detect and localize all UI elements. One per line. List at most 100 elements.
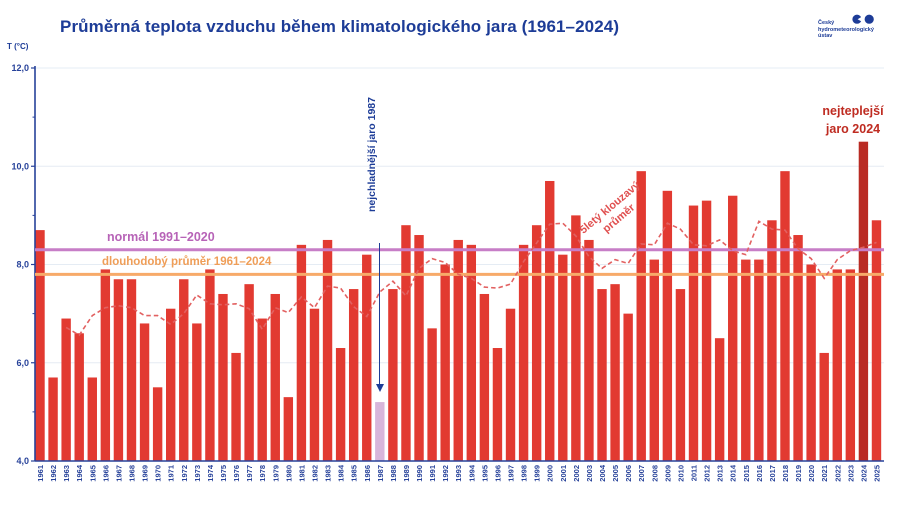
bar-1965: [87, 377, 97, 461]
svg-text:2007: 2007: [637, 465, 646, 482]
svg-text:2014: 2014: [729, 464, 738, 482]
svg-text:2012: 2012: [703, 465, 712, 482]
bar-1973: [192, 323, 202, 461]
bar-1968: [126, 279, 137, 461]
bar-1983: [322, 239, 333, 461]
coldest-spring-arrow-head: [376, 384, 384, 392]
page-title: Průměrná teplota vzduchu během klimatolo…: [60, 17, 620, 36]
svg-text:1995: 1995: [480, 465, 489, 482]
warmest-spring-annotation-line1: nejteplejší: [822, 104, 884, 118]
svg-text:6,0: 6,0: [16, 358, 29, 368]
svg-text:1980: 1980: [284, 465, 293, 482]
bar-1997: [505, 308, 516, 461]
svg-text:1968: 1968: [127, 465, 136, 482]
svg-text:1990: 1990: [415, 465, 424, 482]
bar-1990: [414, 235, 424, 461]
year-bars: [35, 141, 882, 462]
svg-text:2002: 2002: [572, 465, 581, 482]
svg-text:1970: 1970: [154, 465, 163, 482]
bar-1976: [231, 352, 241, 461]
bar-1971: [166, 308, 176, 461]
svg-text:1996: 1996: [493, 465, 502, 482]
bar-2018: [780, 171, 790, 461]
svg-text:1998: 1998: [520, 465, 529, 482]
svg-text:1997: 1997: [507, 465, 516, 482]
bar-2009: [662, 190, 673, 461]
bar-1966: [100, 269, 111, 461]
svg-text:1979: 1979: [271, 465, 280, 482]
bar-2023: [845, 269, 856, 461]
svg-text:2022: 2022: [833, 465, 842, 482]
bar-2008: [649, 259, 659, 461]
svg-text:2004: 2004: [598, 464, 607, 482]
chmi-logo-line1: Český: [818, 20, 835, 26]
svg-text:1966: 1966: [101, 465, 110, 482]
bar-1999: [531, 225, 542, 461]
svg-text:2001: 2001: [559, 465, 568, 482]
svg-text:2019: 2019: [794, 465, 803, 482]
bar-2006: [623, 313, 633, 462]
svg-text:2023: 2023: [846, 465, 855, 482]
bar-2019: [793, 235, 803, 461]
svg-text:2000: 2000: [546, 465, 555, 482]
bar-1993: [453, 239, 463, 461]
bar-1975: [218, 293, 228, 461]
svg-text:1971: 1971: [167, 465, 176, 482]
chmi-logo-text: Český hydrometeorologický ústav: [818, 20, 874, 40]
bar-2020: [806, 264, 816, 461]
svg-text:1992: 1992: [441, 465, 450, 482]
axes: [31, 66, 884, 462]
svg-text:12,0: 12,0: [11, 63, 29, 73]
bar-2010: [675, 289, 686, 461]
bar-2005: [610, 284, 620, 461]
bar-2015: [741, 259, 751, 461]
bar-1962: [48, 377, 58, 461]
bar-2002: [571, 215, 581, 462]
svg-text:1965: 1965: [88, 465, 97, 482]
bar-1995: [479, 293, 490, 461]
bar-1974: [205, 269, 215, 461]
svg-text:2024: 2024: [859, 464, 868, 482]
svg-text:1987: 1987: [376, 465, 385, 482]
bar-2022: [832, 269, 842, 461]
moving-average-line: [65, 220, 877, 337]
bar-1963: [61, 318, 71, 461]
svg-text:2016: 2016: [755, 465, 764, 482]
bar-1970: [152, 387, 163, 461]
bar-1992: [440, 264, 450, 461]
svg-text:2008: 2008: [650, 465, 659, 482]
bar-2014: [728, 195, 738, 461]
bar-1984: [335, 348, 346, 461]
svg-text:1967: 1967: [114, 465, 123, 482]
svg-text:1986: 1986: [363, 465, 372, 482]
svg-text:1963: 1963: [62, 465, 71, 482]
svg-text:1991: 1991: [428, 465, 437, 482]
svg-text:10,0: 10,0: [11, 161, 29, 171]
bar-1978: [257, 318, 267, 461]
svg-text:1994: 1994: [467, 464, 476, 482]
svg-text:1982: 1982: [310, 465, 319, 482]
svg-text:2003: 2003: [585, 465, 594, 482]
bar-1967: [113, 279, 124, 461]
bar-1972: [179, 279, 189, 461]
bar-1981: [296, 244, 307, 461]
bar-2001: [558, 254, 568, 461]
svg-text:8,0: 8,0: [16, 260, 29, 270]
svg-text:1976: 1976: [232, 465, 241, 482]
bar-1998: [518, 244, 529, 461]
coldest-spring-annotation: nejchladnější jaro 1987: [366, 97, 378, 212]
svg-text:2013: 2013: [716, 465, 725, 482]
bar-2013: [714, 338, 725, 461]
svg-text:2005: 2005: [611, 465, 620, 482]
bar-2011: [688, 205, 699, 461]
bar-1977: [244, 284, 254, 461]
svg-text:2011: 2011: [690, 465, 699, 481]
svg-text:1993: 1993: [454, 465, 463, 482]
bar-2025: [871, 220, 882, 461]
svg-text:1977: 1977: [245, 465, 254, 482]
svg-text:2018: 2018: [781, 465, 790, 482]
longterm-average-label: dlouhodobý průměr 1961–2024: [102, 256, 272, 268]
svg-text:1985: 1985: [350, 465, 359, 482]
